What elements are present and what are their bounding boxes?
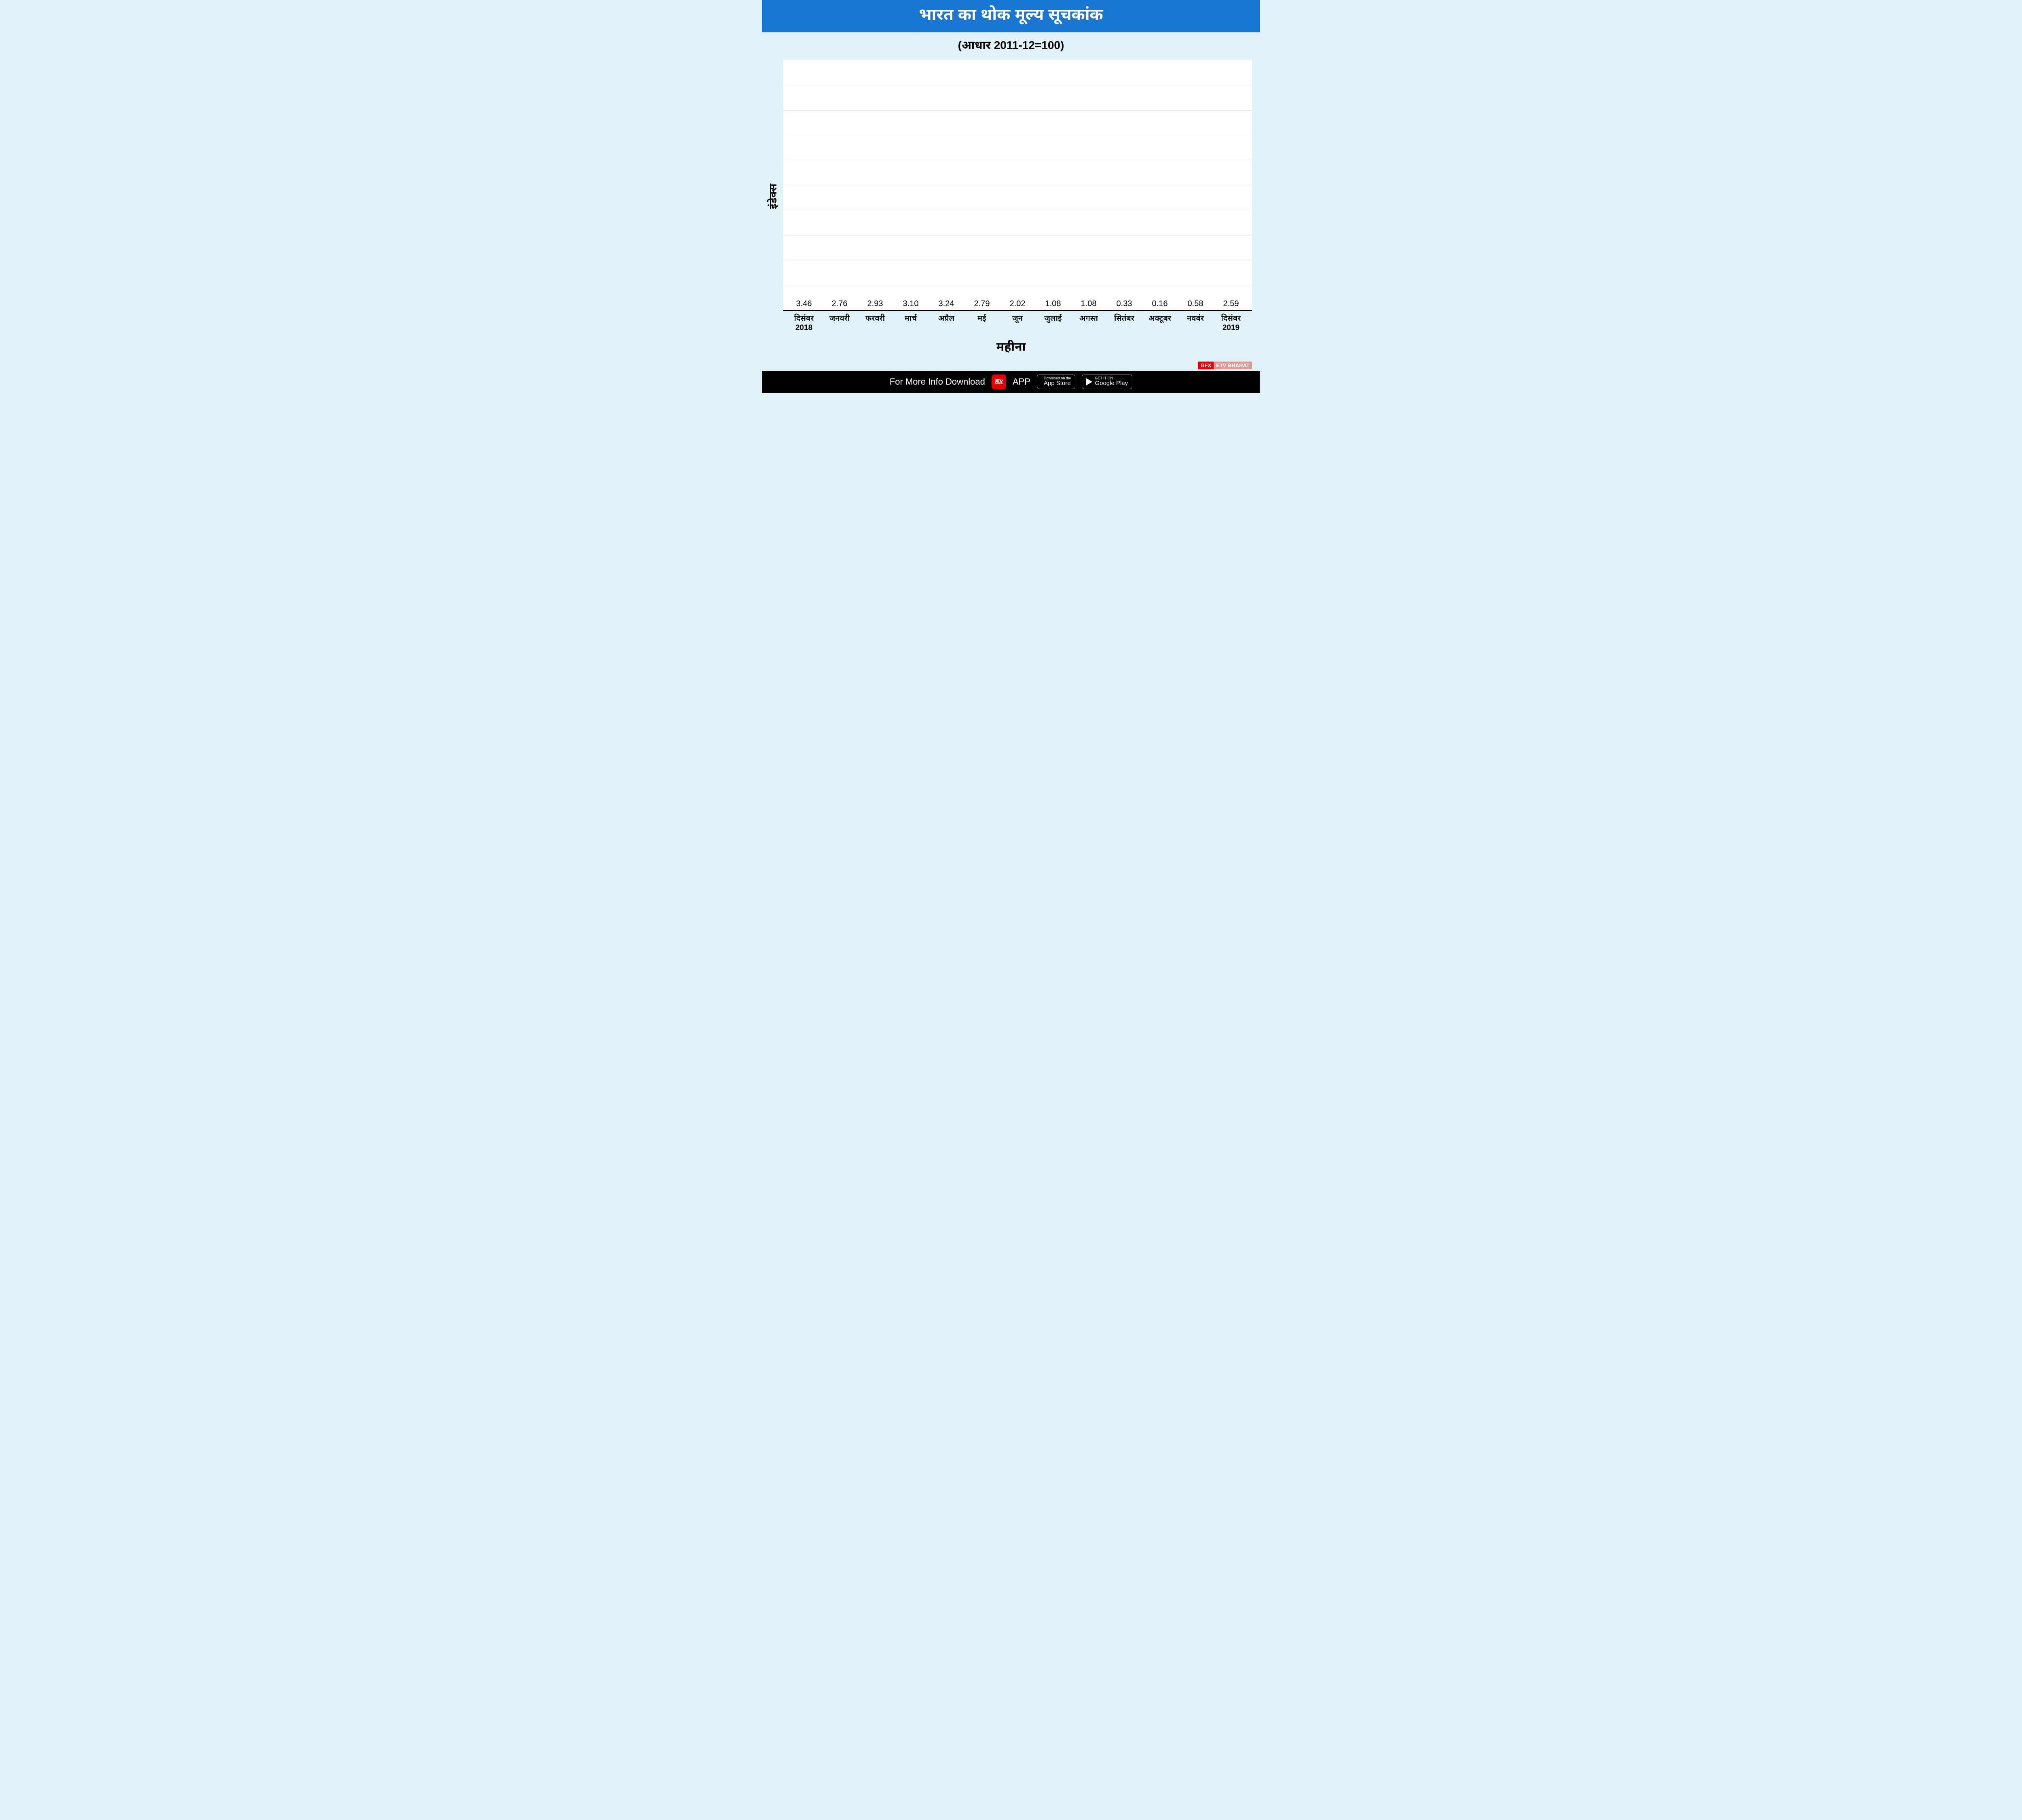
- x-label: जनवरी: [822, 314, 857, 333]
- gfx-badge: GFX: [1198, 362, 1214, 369]
- footer-text: For More Info Download: [890, 377, 985, 387]
- title-text: भारत का थोक मूल्य सूचकांक: [919, 6, 1103, 23]
- subtitle: (आधार 2011-12=100): [762, 32, 1260, 60]
- play-big: Google Play: [1095, 380, 1128, 387]
- etv-logo-icon: हtv BHARAT: [992, 375, 1006, 389]
- bar-value-label: 2.76: [832, 299, 848, 309]
- bar-value-label: 3.10: [903, 299, 919, 309]
- logo-bottom: BHARAT: [994, 383, 1003, 385]
- bar-value-label: 2.79: [974, 299, 990, 309]
- bar-value-label: 1.08: [1081, 299, 1097, 309]
- brand-row: GFXETV BHARAT: [762, 360, 1260, 371]
- title-bar: भारत का थोक मूल्य सूचकांक: [762, 0, 1260, 32]
- bar-value-label: 2.02: [1010, 299, 1026, 309]
- bar-col: 0.33: [1106, 299, 1142, 310]
- x-label: फरवरी: [857, 314, 893, 333]
- x-label: जून: [1000, 314, 1035, 333]
- appstore-big: App Store: [1044, 380, 1071, 387]
- play-icon: [1086, 378, 1092, 385]
- bar-col: 2.76: [822, 299, 857, 310]
- x-label: नवबंर: [1178, 314, 1213, 333]
- bar-value-label: 0.58: [1188, 299, 1203, 309]
- x-label: दिसंबर2019: [1213, 314, 1249, 333]
- appstore-badge[interactable]: Download on the App Store: [1037, 375, 1076, 389]
- etv-badge: ETV BHARAT: [1214, 362, 1252, 369]
- bar-col: 3.24: [929, 299, 964, 310]
- y-axis-label: इंडेक्स: [766, 184, 780, 209]
- bar-col: 2.79: [964, 299, 1000, 310]
- bar-col: 2.93: [857, 299, 893, 310]
- bar-col: 1.08: [1035, 299, 1071, 310]
- x-label: जुलाई: [1035, 314, 1071, 333]
- x-label: अप्रैल: [929, 314, 964, 333]
- bar-col: 0.58: [1178, 299, 1213, 310]
- bar-col: 0.16: [1142, 299, 1178, 310]
- x-label: मई: [964, 314, 1000, 333]
- infographic-container: भारत का थोक मूल्य सूचकांक (आधार 2011-12=…: [762, 0, 1260, 393]
- bar-col: 3.46: [786, 299, 822, 310]
- bar-col: 1.08: [1071, 299, 1106, 310]
- bar-value-label: 3.46: [796, 299, 812, 309]
- googleplay-badge[interactable]: GET IT ON Google Play: [1082, 375, 1132, 389]
- x-label: अगस्त: [1071, 314, 1106, 333]
- x-labels-row: दिसंबर2018जनवरीफरवरीमार्चअप्रैलमईजूनजुला…: [783, 311, 1252, 333]
- plot-area: 3.46 2.76 2.93 3.10 3.24 2.79 2.02 1.08 1.08 0.33…: [783, 60, 1252, 311]
- bar-value-label: 0.16: [1152, 299, 1168, 309]
- chart-area: इंडेक्स 3.46 2.76 2.93 3.10 3.24 2.79 2.02 1.08…: [762, 60, 1260, 333]
- bar-value-label: 3.24: [939, 299, 954, 309]
- x-label: सितंबर: [1106, 314, 1142, 333]
- bar-col: 3.10: [893, 299, 929, 310]
- x-label: अक्टूबर: [1142, 314, 1178, 333]
- x-label: दिसंबर2018: [786, 314, 822, 333]
- app-word: APP: [1013, 377, 1030, 387]
- x-label: मार्च: [893, 314, 929, 333]
- footer-bar: For More Info Download हtv BHARAT APP Do…: [762, 371, 1260, 393]
- bar-col: 2.02: [1000, 299, 1035, 310]
- x-axis-title: महीना: [762, 333, 1260, 360]
- bar-value-label: 1.08: [1045, 299, 1061, 309]
- bar-value-label: 2.93: [867, 299, 883, 309]
- bars-group: 3.46 2.76 2.93 3.10 3.24 2.79 2.02 1.08 1.08 0.33…: [783, 60, 1252, 310]
- bar-value-label: 0.33: [1117, 299, 1132, 309]
- bar-value-label: 2.59: [1223, 299, 1239, 309]
- bar-col: 2.59: [1213, 299, 1249, 310]
